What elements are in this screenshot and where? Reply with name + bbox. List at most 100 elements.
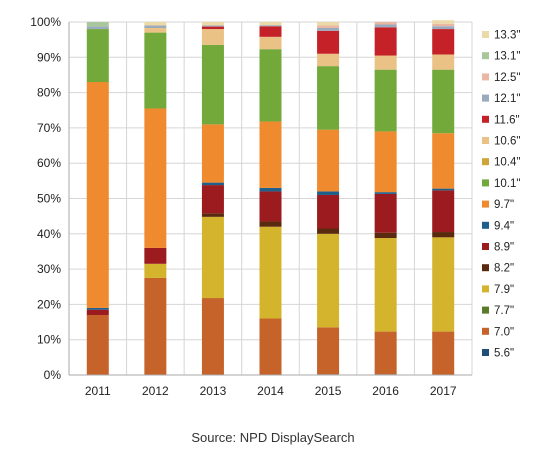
bar-segment [201, 182, 224, 186]
y-tick-label: 20% [37, 297, 61, 311]
bar-segment [432, 26, 455, 30]
legend-label: 8.2" [494, 263, 514, 275]
bar-segment [259, 226, 282, 319]
bar-segment [317, 228, 340, 234]
bar-segment [259, 121, 282, 188]
x-tick-label: 2016 [372, 384, 399, 398]
legend-swatch [482, 221, 489, 229]
x-tick-label: 2013 [200, 384, 227, 398]
legend-label: 9.4" [494, 220, 514, 232]
legend-swatch [482, 31, 489, 38]
bar-segment [317, 25, 340, 29]
bar-segment [374, 27, 397, 56]
y-tick-label: 60% [37, 156, 61, 170]
bar-segment [432, 190, 455, 233]
bar-segment [86, 307, 109, 310]
y-tick-label: 90% [37, 50, 61, 64]
y-tick-label: 80% [37, 86, 61, 100]
legend-swatch [482, 115, 489, 123]
bar-segment [86, 82, 109, 308]
legend-label: 12.5" [494, 72, 520, 84]
bar-segment [432, 237, 455, 332]
bar-segment [259, 26, 282, 37]
legend-label: 10.4" [494, 157, 520, 169]
bar-segment [201, 25, 224, 27]
bar-segment [317, 66, 340, 130]
bar-segment [86, 314, 109, 375]
x-tick-label: 2014 [257, 384, 284, 398]
bar-segment [432, 69, 455, 134]
y-tick-label: 10% [37, 333, 61, 347]
y-tick-label: 30% [37, 262, 61, 276]
x-tick-label: 2015 [315, 384, 342, 398]
bar-segment [86, 29, 109, 83]
bar-segment [374, 232, 397, 239]
bar-segment [317, 191, 340, 195]
bar-segment [374, 238, 397, 332]
bar-segment [374, 331, 397, 375]
legend-swatch [482, 200, 489, 208]
bar-segment [317, 53, 340, 67]
legend-swatch [482, 137, 489, 144]
bar-segment [259, 187, 282, 192]
legend-label: 8.9" [494, 242, 514, 254]
y-tick-labels: 0% 10% 20% 30% 40% 50% 60% 70% 80% 90% 100% [30, 15, 61, 382]
legend-label: 9.7" [494, 199, 514, 211]
bar-segment [86, 309, 109, 315]
bar-segment [374, 131, 397, 193]
bar-segment [259, 318, 282, 375]
bar-segment [432, 23, 455, 27]
legend-label: 5.6" [494, 348, 514, 360]
legend-label: 13.3" [494, 30, 520, 42]
bar-segment [317, 28, 340, 31]
legend-label: 7.0" [494, 326, 514, 338]
bar-segment [201, 216, 224, 299]
legend-swatch [482, 243, 489, 250]
bar-segment [201, 29, 224, 45]
legend-label: 7.9" [494, 284, 514, 296]
x-tick-label: 2017 [430, 384, 457, 398]
axes [68, 22, 472, 376]
legend-swatch [482, 73, 489, 81]
bar-segment [317, 233, 340, 328]
bar-segment [144, 22, 167, 26]
bar-segment [317, 327, 340, 375]
bar-segment [374, 22, 397, 25]
bar-segment [144, 32, 167, 109]
legend-label: 13.1" [494, 51, 520, 63]
y-tick-label: 40% [37, 227, 61, 241]
legend-swatch [482, 306, 489, 314]
legend-swatch [482, 52, 489, 60]
legend-swatch [482, 158, 489, 166]
y-tick-label: 100% [30, 15, 61, 29]
bar-segment [259, 49, 282, 122]
x-tick-labels: 2011 2012 2013 2014 2015 2016 2017 [85, 384, 457, 398]
legend-label: 10.1" [494, 178, 520, 190]
bar-segment [432, 133, 455, 189]
y-tick-label: 0% [44, 368, 62, 382]
y-tick-label: 50% [37, 192, 61, 206]
bar-segment [144, 247, 167, 264]
bar-segment [144, 108, 167, 248]
legend-label: 11.6" [494, 114, 520, 126]
legend-label: 12.1" [494, 93, 520, 105]
bar-segment [374, 55, 397, 70]
legend-label: 10.6" [494, 136, 520, 148]
bar-segment [317, 194, 340, 229]
bar-segment [259, 191, 282, 222]
bar-segment [201, 213, 224, 217]
legend-swatch [482, 264, 489, 272]
bars [86, 20, 455, 375]
bar-segment [374, 69, 397, 132]
legend-label: 7.7" [494, 305, 514, 317]
bar-segment [201, 44, 224, 125]
bar-segment [144, 263, 167, 278]
bar-segment [86, 22, 109, 27]
bar-segment [432, 188, 455, 191]
bar-segment [144, 25, 167, 29]
bar-segment [432, 29, 455, 55]
x-tick-label: 2011 [85, 384, 111, 398]
bar-segment [201, 22, 224, 26]
bar-segment [144, 28, 167, 33]
bar-segment [144, 277, 167, 375]
